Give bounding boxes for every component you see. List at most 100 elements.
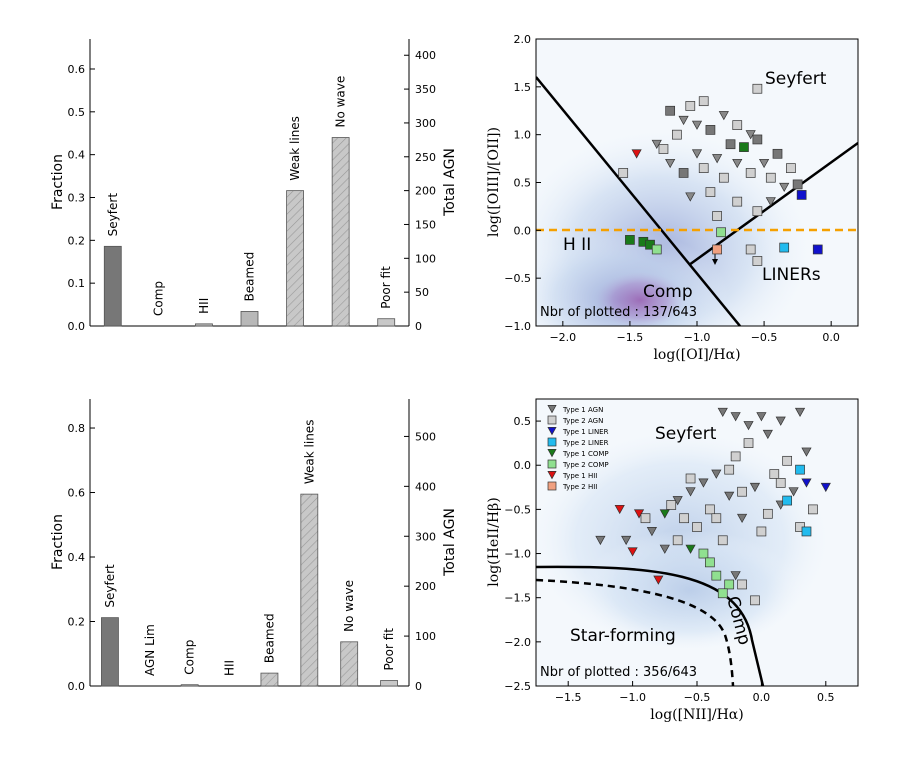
x-tick-label: −1.5 <box>555 691 582 704</box>
right-y-tick-label: 150 <box>415 218 436 231</box>
bar <box>286 190 304 327</box>
triangle-marker <box>547 471 557 480</box>
square-marker <box>705 557 715 568</box>
square-marker <box>547 415 557 425</box>
square-marker <box>737 579 747 590</box>
bar <box>300 493 319 687</box>
y-tick-label: −0.5 <box>504 272 531 285</box>
square-marker <box>762 508 773 519</box>
square-marker <box>547 481 557 491</box>
square-marker <box>756 526 767 537</box>
square-marker <box>618 168 629 178</box>
square-marker <box>716 227 727 238</box>
legend-entry: Type 2 AGN <box>562 417 603 425</box>
category-label: AGN Lim <box>143 624 157 676</box>
plotted-count: Nbr of plotted : 137/643 <box>540 305 697 320</box>
triangle-marker <box>698 478 709 488</box>
square-marker <box>705 504 715 515</box>
square-marker <box>718 172 729 183</box>
bar <box>331 137 350 327</box>
scatter-panel-bottom-right: −1.5 −1.0 −0.5 0.0 0.5 −2.5 −2.0 −1.5 −1.0 −0.5 0… <box>486 398 859 723</box>
triangle-marker <box>801 447 812 457</box>
square-marker <box>672 535 683 546</box>
square-marker <box>737 486 747 497</box>
right-y-tick-label: 250 <box>415 151 436 164</box>
triangle-marker <box>665 158 676 169</box>
x-tick-label: −2.0 <box>549 331 576 344</box>
triangle-marker <box>788 487 799 497</box>
category-label: Beamed <box>243 252 257 302</box>
region-label-comp: Comp <box>643 282 693 302</box>
triangle-marker <box>743 421 754 431</box>
category-label: Seyfert <box>103 564 117 608</box>
triangle-marker <box>691 120 703 130</box>
category-label: Seyfert <box>106 193 120 237</box>
bar <box>101 617 119 687</box>
category-label: Weak lines <box>288 116 302 181</box>
triangle-marker <box>691 149 703 159</box>
x-ticks: −2.0 −1.5 −1.0 −0.5 0.0 <box>549 321 840 344</box>
y-tick-label: 0.5 <box>68 106 86 119</box>
right-y-tick-label: 200 <box>415 185 436 198</box>
right-y-tick-label: 400 <box>415 480 436 493</box>
y-tick-label: −2.0 <box>504 636 531 649</box>
category-label: Weak lines <box>302 420 316 485</box>
category-labels: Seyfert Comp HII Beamed Weak lines No wave Poo… <box>106 76 393 316</box>
bar <box>380 680 398 687</box>
y-tick-label: 0.0 <box>514 459 532 472</box>
square-marker <box>625 235 635 245</box>
right-y-tick-label: 0 <box>415 680 422 693</box>
square-marker <box>712 211 722 221</box>
square-marker <box>752 256 763 266</box>
y-tick-label: 0.2 <box>68 616 86 629</box>
square-marker <box>712 244 722 255</box>
square-marker <box>745 168 756 178</box>
square-marker <box>732 120 743 130</box>
triangle-marker <box>685 192 696 202</box>
y-tick-label: 0.2 <box>68 234 86 247</box>
legend-entry: Type 1 AGN <box>562 406 603 414</box>
triangle-marker <box>627 547 638 557</box>
y-tick-label: −1.5 <box>504 592 531 605</box>
triangle-marker <box>621 535 632 546</box>
x-ticks: −1.5 −1.0 −0.5 0.0 0.5 <box>555 681 835 704</box>
category-labels: Seyfert AGN Lim Comp HII Beamed Weak lines No … <box>103 420 396 676</box>
legend: Type 1 AGN Type 2 AGN Type 1 LINER Type 2 L… <box>547 405 609 491</box>
square-marker <box>711 513 722 524</box>
scatter-points <box>618 83 823 266</box>
x-tick-label: −1.5 <box>617 331 644 344</box>
x-axis-label: log([NII]/Hα) <box>650 707 743 723</box>
right-y-tick-label: 50 <box>415 286 429 299</box>
scatter-panel-top-right: −2.0 −1.5 −1.0 −0.5 0.0 −1.0 −0.5 0.0 0.5 1.0 1.5… <box>486 33 859 363</box>
square-marker <box>745 244 756 255</box>
square-marker <box>765 172 776 183</box>
x-tick-label: −1.0 <box>619 691 646 704</box>
triangle-marker <box>659 509 670 519</box>
bar <box>340 641 359 687</box>
right-y-tick-label: 0 <box>415 320 422 333</box>
square-marker <box>752 83 763 94</box>
triangle-marker <box>711 469 722 479</box>
triangle-marker <box>631 149 642 159</box>
square-marker <box>724 579 735 590</box>
triangle-marker <box>756 412 767 422</box>
square-marker <box>698 548 709 559</box>
square-marker <box>666 500 677 510</box>
category-label: HII <box>223 660 237 676</box>
y-tick-label: 0.5 <box>514 415 532 428</box>
square-marker <box>782 495 793 506</box>
y-tick-label: 2.0 <box>514 33 532 46</box>
y-tick-label: −2.5 <box>504 680 531 693</box>
square-marker <box>685 101 696 111</box>
triangle-marker <box>659 544 670 554</box>
square-marker <box>752 206 763 217</box>
triangle-marker <box>765 197 776 207</box>
region-label-liners: LINERs <box>762 265 821 285</box>
triangle-marker <box>685 544 696 554</box>
triangle-marker <box>547 405 557 414</box>
y-axis-label: log([OIII]/[OII]) <box>486 127 502 237</box>
triangle-marker <box>547 427 557 436</box>
right-y-tick-label: 350 <box>415 83 436 96</box>
triangle-marker <box>653 575 664 585</box>
square-marker <box>698 96 709 107</box>
